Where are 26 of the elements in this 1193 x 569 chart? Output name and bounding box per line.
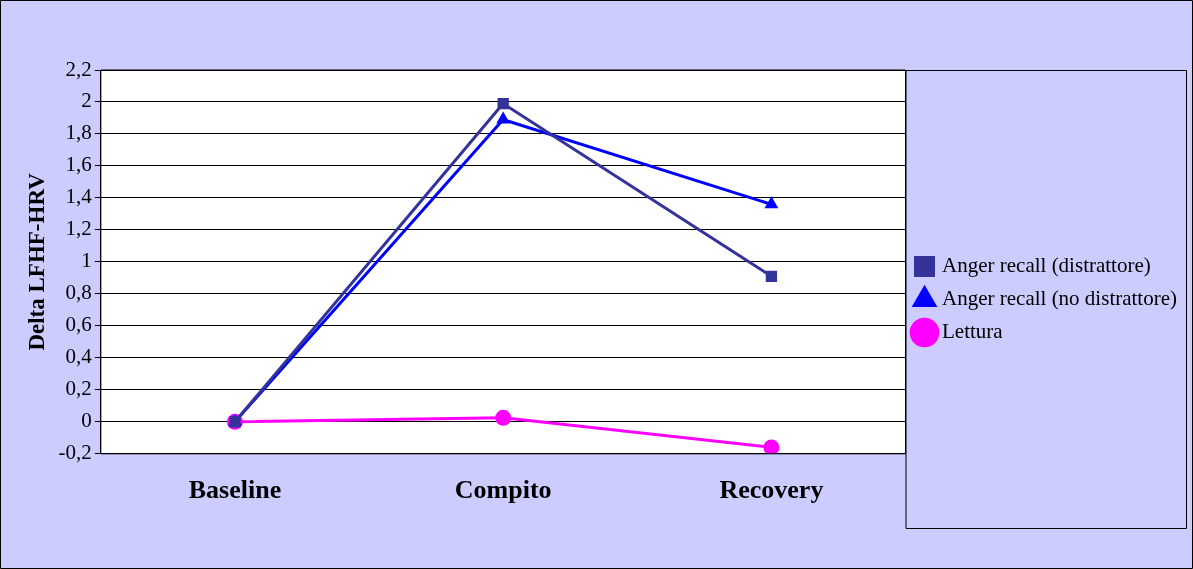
y-tick-label: 0,4 — [65, 344, 93, 369]
point — [765, 270, 778, 282]
y-tick-label: 0 — [81, 408, 92, 433]
y-tick-label: 1,8 — [65, 120, 92, 145]
y-tick-label: -0,2 — [58, 440, 92, 465]
x-tick-label: Compito — [454, 475, 552, 505]
x-tick-label: Recovery — [719, 475, 824, 505]
point — [496, 111, 511, 124]
legend-label: Lettura — [942, 319, 1004, 344]
legend-label: Anger recall (distrattore) — [942, 253, 1151, 278]
y-tick-label: 0,2 — [65, 376, 92, 401]
point — [764, 196, 779, 209]
y-axis-title: Delta LFHF-HRV — [23, 172, 49, 351]
y-tick-label: 1,2 — [65, 216, 92, 241]
point — [763, 439, 780, 454]
y-tick-label: 2,2 — [65, 56, 92, 81]
y-tick-label: 2 — [81, 88, 92, 113]
point — [495, 409, 512, 426]
y-tick-label: 0,6 — [65, 312, 92, 337]
legend-label: Anger recall (no distrattore) — [942, 286, 1178, 311]
x-tick-label: Baseline — [188, 475, 282, 505]
y-tick-label: 1 — [81, 248, 92, 273]
y-tick-label: 1,4 — [65, 184, 93, 209]
y-tick-label: 0,8 — [65, 280, 92, 305]
point — [497, 97, 509, 110]
y-tick-label: 1,6 — [65, 152, 92, 177]
